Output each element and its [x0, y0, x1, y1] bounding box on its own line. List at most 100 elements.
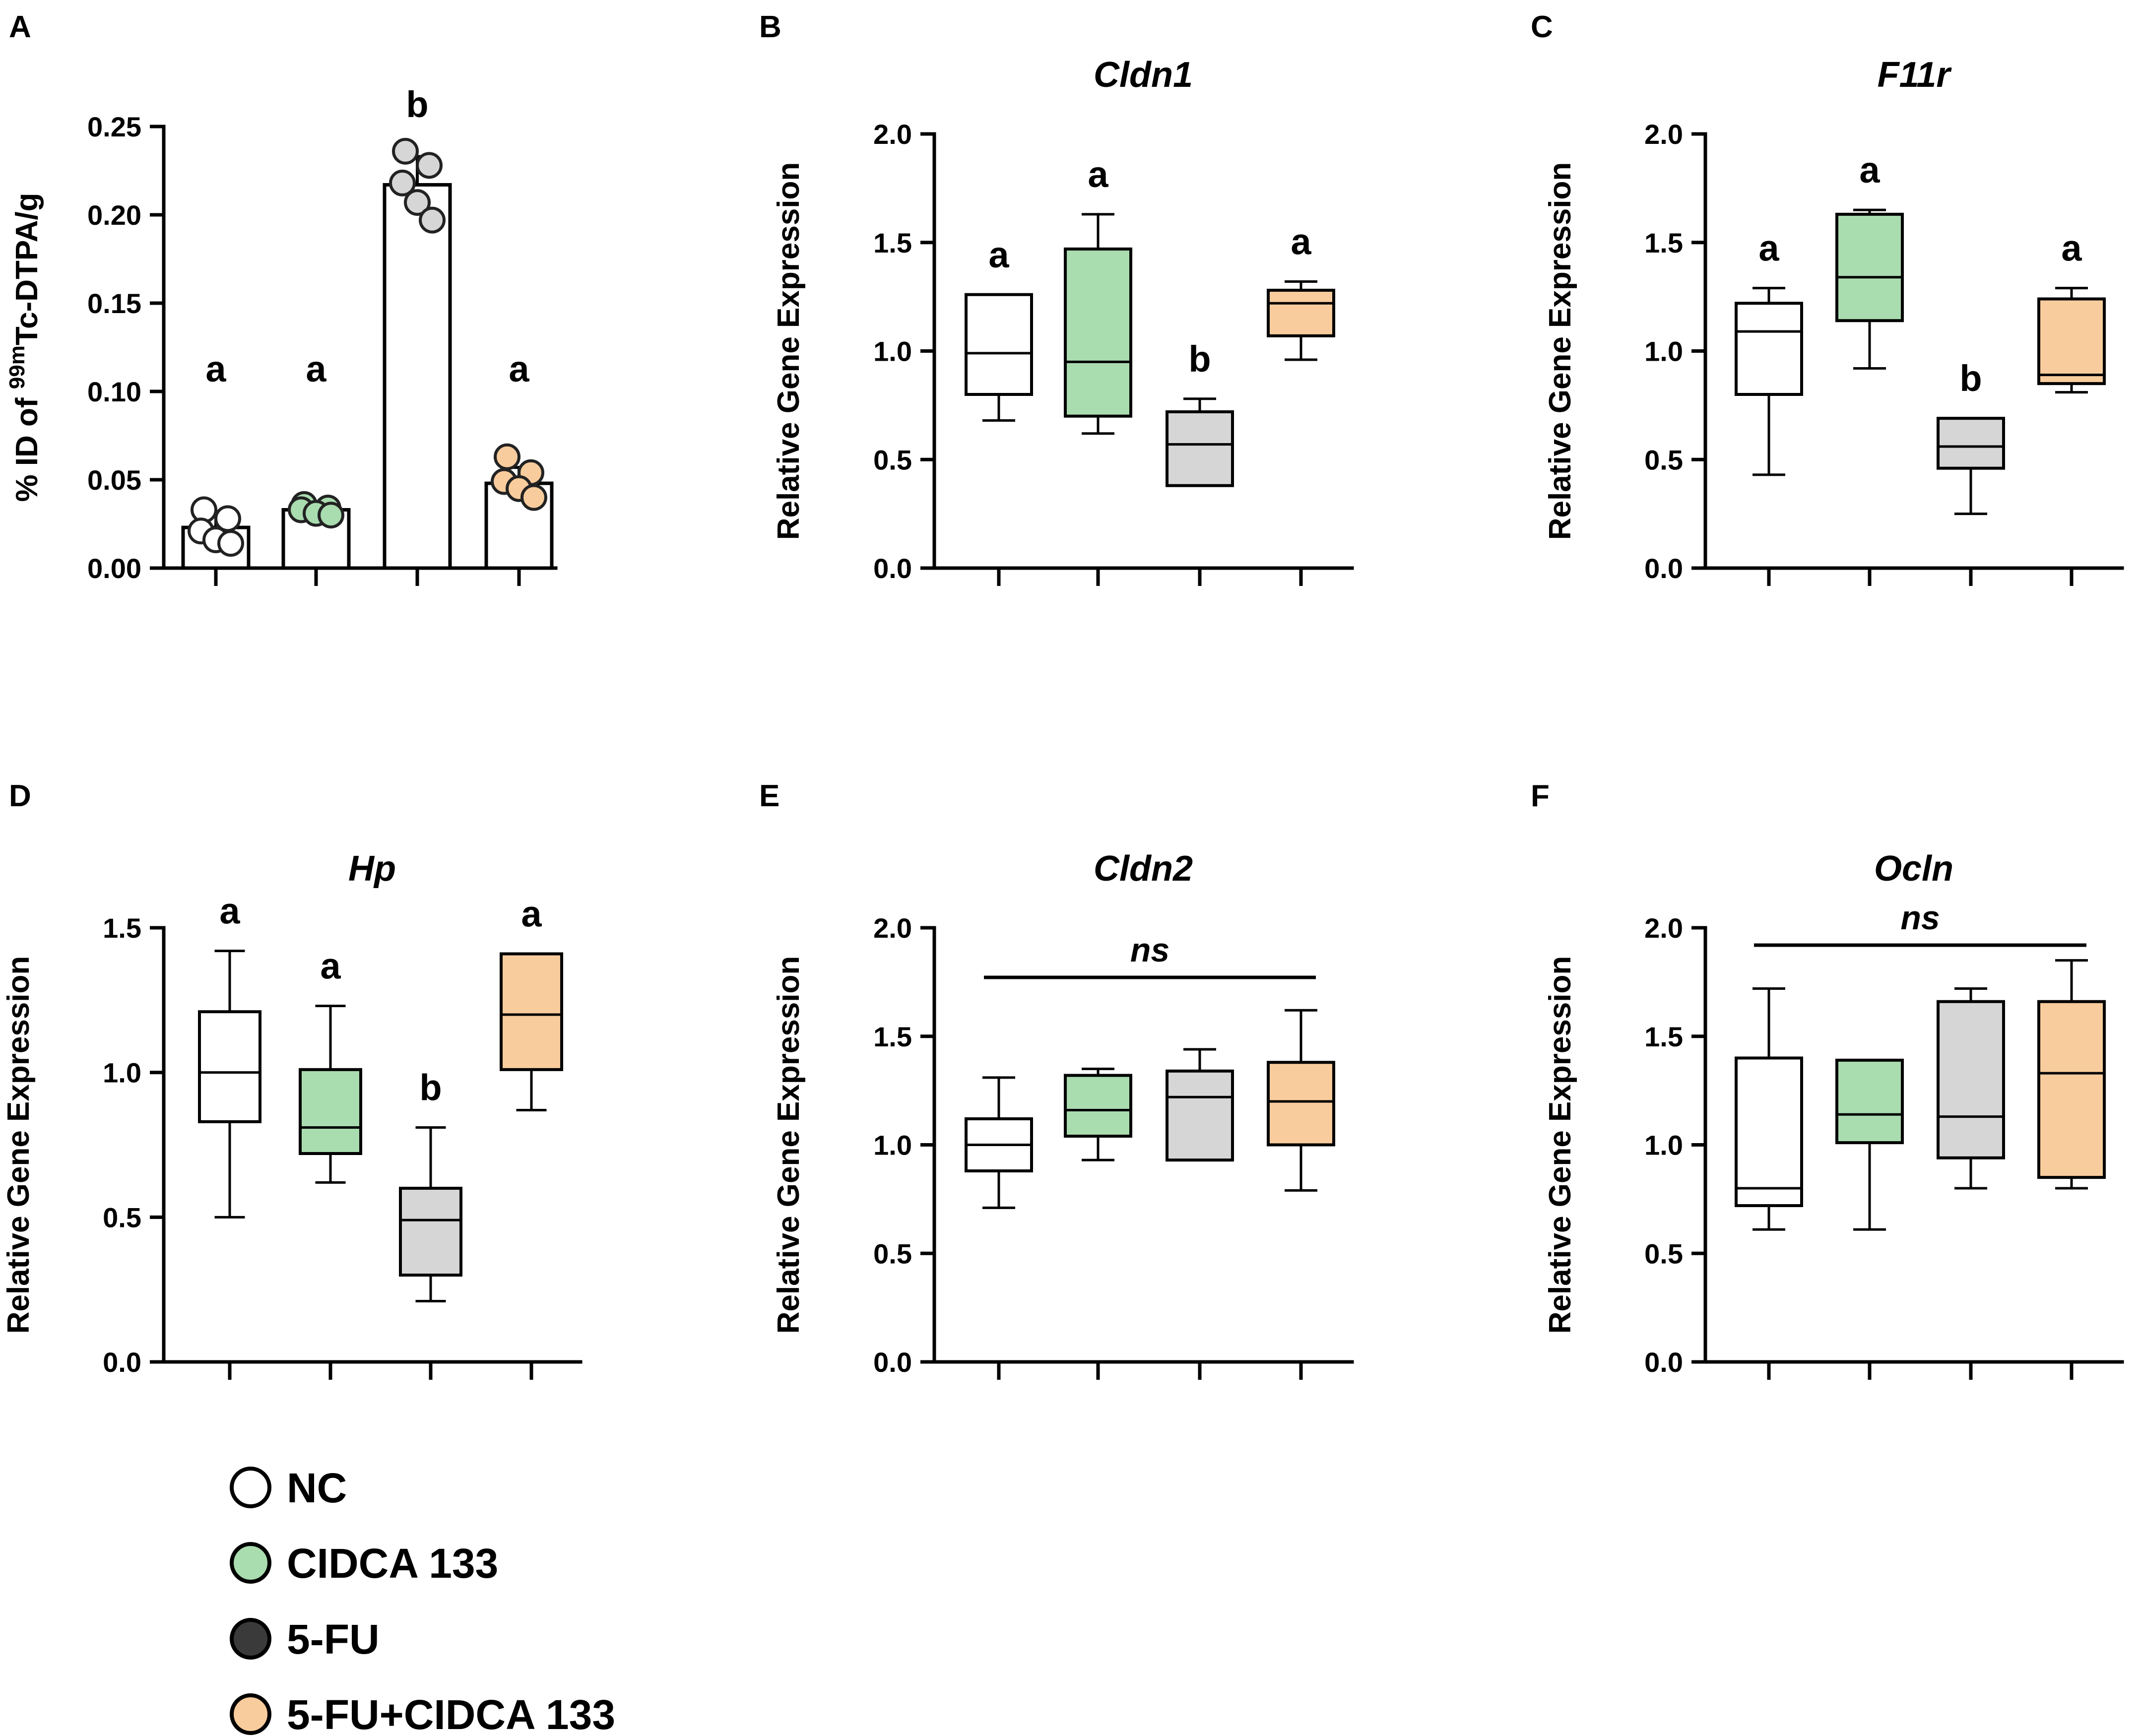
y-tick-label: 0.0	[873, 553, 912, 584]
chart-title: Hp	[348, 849, 396, 889]
box	[1937, 1000, 2005, 1159]
panel-b: B Cldn1 0.0 0.5 1.0 1.5 2.0 Relative Gene Expre…	[759, 10, 1354, 586]
y-tick-label: 1.0	[1644, 1130, 1683, 1161]
box	[1064, 247, 1132, 418]
panel-f: F Ocln 0.0 0.5 1.0 1.5 2.0 Relative Gene Expres…	[1531, 779, 2124, 1380]
y-tick-label: 1.0	[1644, 336, 1683, 367]
box	[1267, 1061, 1335, 1147]
y-tick-label: 2.0	[873, 912, 912, 944]
significance-letter: a	[1859, 149, 1880, 191]
box	[1166, 1069, 1234, 1162]
chart-title: Ocln	[1874, 849, 1953, 889]
legend-swatch	[230, 1467, 271, 1508]
significance-letter: a	[2061, 228, 2082, 269]
box	[2037, 1000, 2106, 1179]
significance-letter: a	[219, 891, 240, 932]
significance-letter: a	[521, 894, 542, 935]
y-tick-label: 1.5	[873, 1021, 912, 1052]
data-point	[520, 484, 547, 511]
y-axis-label: % ID of 99mTc-DTPA/g	[5, 193, 44, 502]
y-tick-label: 0.05	[87, 464, 141, 496]
data-point	[318, 502, 344, 529]
box	[500, 952, 563, 1071]
panel-letter: B	[759, 10, 781, 44]
y-tick-label: 1.5	[103, 912, 141, 944]
significance-letter: a	[205, 348, 226, 389]
panel-a: A 0.00 0.05 0.10 0.15 0.20 0.25 % ID of 99mTc-D…	[5, 10, 558, 586]
significance-letter: a	[320, 946, 341, 987]
panel-c: C F11r 0.0 0.5 1.0 1.5 2.0 Relative Gene Expres…	[1531, 10, 2124, 586]
y-tick-label: 0.5	[103, 1202, 141, 1233]
panel-letter: A	[9, 10, 31, 44]
box	[1835, 1058, 1904, 1145]
panel-e: E Cldn2 0.0 0.5 1.0 1.5 2.0 Relative Gene Expre…	[759, 779, 1354, 1380]
data-point	[392, 137, 419, 165]
significance-letter: b	[419, 1067, 442, 1108]
y-tick-label: 0.5	[1644, 444, 1683, 475]
box	[399, 1187, 462, 1277]
significance-letter: a	[509, 348, 529, 389]
y-tick-label: 2.0	[873, 119, 912, 150]
legend-item: 5-FU+CIDCA 133	[230, 1691, 615, 1736]
box	[1735, 302, 1803, 396]
y-tick-label: 2.0	[1644, 912, 1683, 944]
y-tick-label: 0.5	[873, 1238, 912, 1269]
y-tick-label: 1.0	[873, 1130, 912, 1161]
panel-letter: D	[9, 779, 31, 813]
significance-letter: a	[1088, 154, 1108, 195]
box	[1064, 1074, 1132, 1138]
bar	[383, 183, 452, 570]
legend-label: 5-FU	[287, 1616, 380, 1663]
ns-label: ns	[1900, 899, 1940, 937]
y-tick-label: 1.5	[873, 227, 912, 258]
legend: NC CIDCA 133 5-FU 5-FU+CIDCA 133	[230, 1465, 615, 1736]
y-tick-label: 0.5	[1644, 1238, 1683, 1269]
panel-letter: E	[759, 779, 779, 813]
y-tick-label: 0.0	[103, 1347, 141, 1378]
legend-label: 5-FU+CIDCA 133	[287, 1691, 615, 1736]
y-axis-label: Relative Gene Expression	[1, 956, 36, 1334]
legend-swatch	[230, 1542, 271, 1584]
y-tick-label: 0.0	[873, 1347, 912, 1378]
box	[1937, 417, 2005, 470]
y-tick-label: 1.0	[873, 336, 912, 367]
y-axis-label: Relative Gene Expression	[1543, 956, 1577, 1334]
significance-letter: a	[1291, 221, 1311, 262]
y-tick-label: 1.5	[1644, 1021, 1683, 1052]
data-point	[416, 152, 443, 179]
chart-title: F11r	[1878, 55, 1952, 95]
box	[299, 1068, 362, 1155]
legend-label: NC	[287, 1465, 347, 1511]
legend-swatch	[230, 1618, 271, 1660]
y-tick-label: 0.00	[87, 553, 141, 584]
significance-letter: b	[406, 84, 428, 125]
chart-title: Cldn1	[1094, 55, 1193, 95]
y-tick-label: 0.20	[87, 199, 141, 231]
data-point	[217, 530, 244, 557]
box	[965, 293, 1033, 396]
significance-letter: b	[1188, 338, 1211, 380]
box	[1735, 1056, 1803, 1207]
panel-letter: F	[1531, 779, 1550, 813]
box	[198, 1010, 261, 1123]
y-axis-label: Relative Gene Expression	[772, 956, 806, 1334]
box	[1267, 289, 1335, 337]
y-axis-label: Relative Gene Expression	[772, 162, 806, 540]
y-tick-label: 0.5	[873, 444, 912, 475]
data-point	[404, 189, 431, 216]
legend-swatch	[230, 1693, 271, 1735]
legend-label: CIDCA 133	[287, 1540, 498, 1587]
box	[2037, 297, 2106, 386]
box	[1835, 212, 1904, 322]
data-point	[494, 443, 520, 470]
panel-letter: C	[1531, 10, 1553, 44]
data-point	[389, 169, 416, 196]
y-tick-label: 1.5	[1644, 227, 1683, 258]
y-axis-label: Relative Gene Expression	[1543, 162, 1577, 540]
y-tick-label: 2.0	[1644, 119, 1683, 150]
data-point	[419, 206, 446, 234]
panel-d: D Hp 0.0 0.5 1.0 1.5 Relative Gene Expression a…	[1, 779, 583, 1380]
y-tick-label: 0.15	[87, 288, 141, 319]
y-tick-label: 1.0	[103, 1057, 141, 1089]
